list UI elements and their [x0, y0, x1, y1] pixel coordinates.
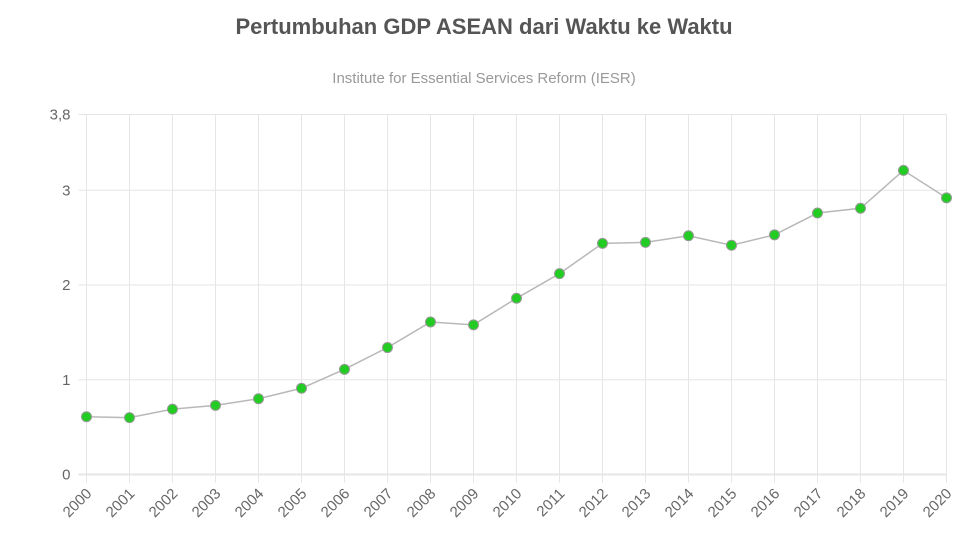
x-tick-label: 2019	[877, 485, 913, 521]
y-tick-label: 3,8	[50, 107, 71, 124]
data-point	[124, 412, 135, 424]
x-tick-label: 2001	[103, 485, 139, 521]
data-point	[382, 342, 393, 354]
data-point	[683, 230, 694, 242]
data-point	[210, 399, 221, 411]
data-point	[554, 268, 565, 280]
y-tick-label: 0	[62, 467, 70, 484]
data-point	[425, 316, 436, 328]
x-tick-label: 2012	[576, 485, 612, 521]
data-point	[468, 319, 479, 331]
y-tick-label: 3	[62, 182, 70, 199]
x-tick-label: 2013	[619, 485, 655, 521]
x-tick-label: 2008	[404, 485, 440, 521]
data-point	[769, 229, 780, 241]
data-point	[296, 382, 307, 394]
data-point	[339, 363, 350, 375]
chart-subtitle: Institute for Essential Services Reform …	[332, 70, 636, 87]
y-tick-label: 1	[62, 372, 70, 389]
x-tick-label: 2004	[232, 485, 268, 521]
data-point	[726, 239, 737, 251]
data-point	[640, 236, 651, 248]
data-point	[812, 207, 823, 219]
x-tick-label: 2006	[318, 485, 354, 521]
data-point	[253, 393, 264, 405]
x-tick-label: 2016	[748, 485, 784, 521]
data-point	[167, 403, 178, 415]
chart-title: Pertumbuhan GDP ASEAN dari Waktu ke Wakt…	[235, 14, 733, 39]
x-tick-label: 2014	[662, 485, 698, 521]
data-point	[81, 411, 92, 423]
data-point	[941, 192, 952, 204]
data-point	[855, 202, 866, 214]
x-tick-label: 2009	[447, 485, 483, 521]
data-point	[597, 237, 608, 249]
x-tick-label: 2020	[920, 485, 956, 521]
x-tick-label: 2011	[533, 485, 568, 520]
data-point	[898, 164, 909, 176]
x-tick-label: 2003	[189, 485, 225, 521]
x-tick-label: 2017	[791, 485, 827, 521]
x-tick-label: 2005	[275, 485, 311, 521]
x-tick-label: 2010	[490, 485, 526, 521]
x-tick-label: 2015	[705, 485, 741, 521]
x-tick-label: 2002	[146, 485, 182, 521]
y-tick-label: 2	[62, 277, 70, 294]
x-tick-label: 2000	[60, 485, 96, 521]
x-tick-label: 2018	[834, 485, 870, 521]
data-point	[511, 292, 522, 304]
x-tick-label: 2007	[361, 485, 397, 521]
